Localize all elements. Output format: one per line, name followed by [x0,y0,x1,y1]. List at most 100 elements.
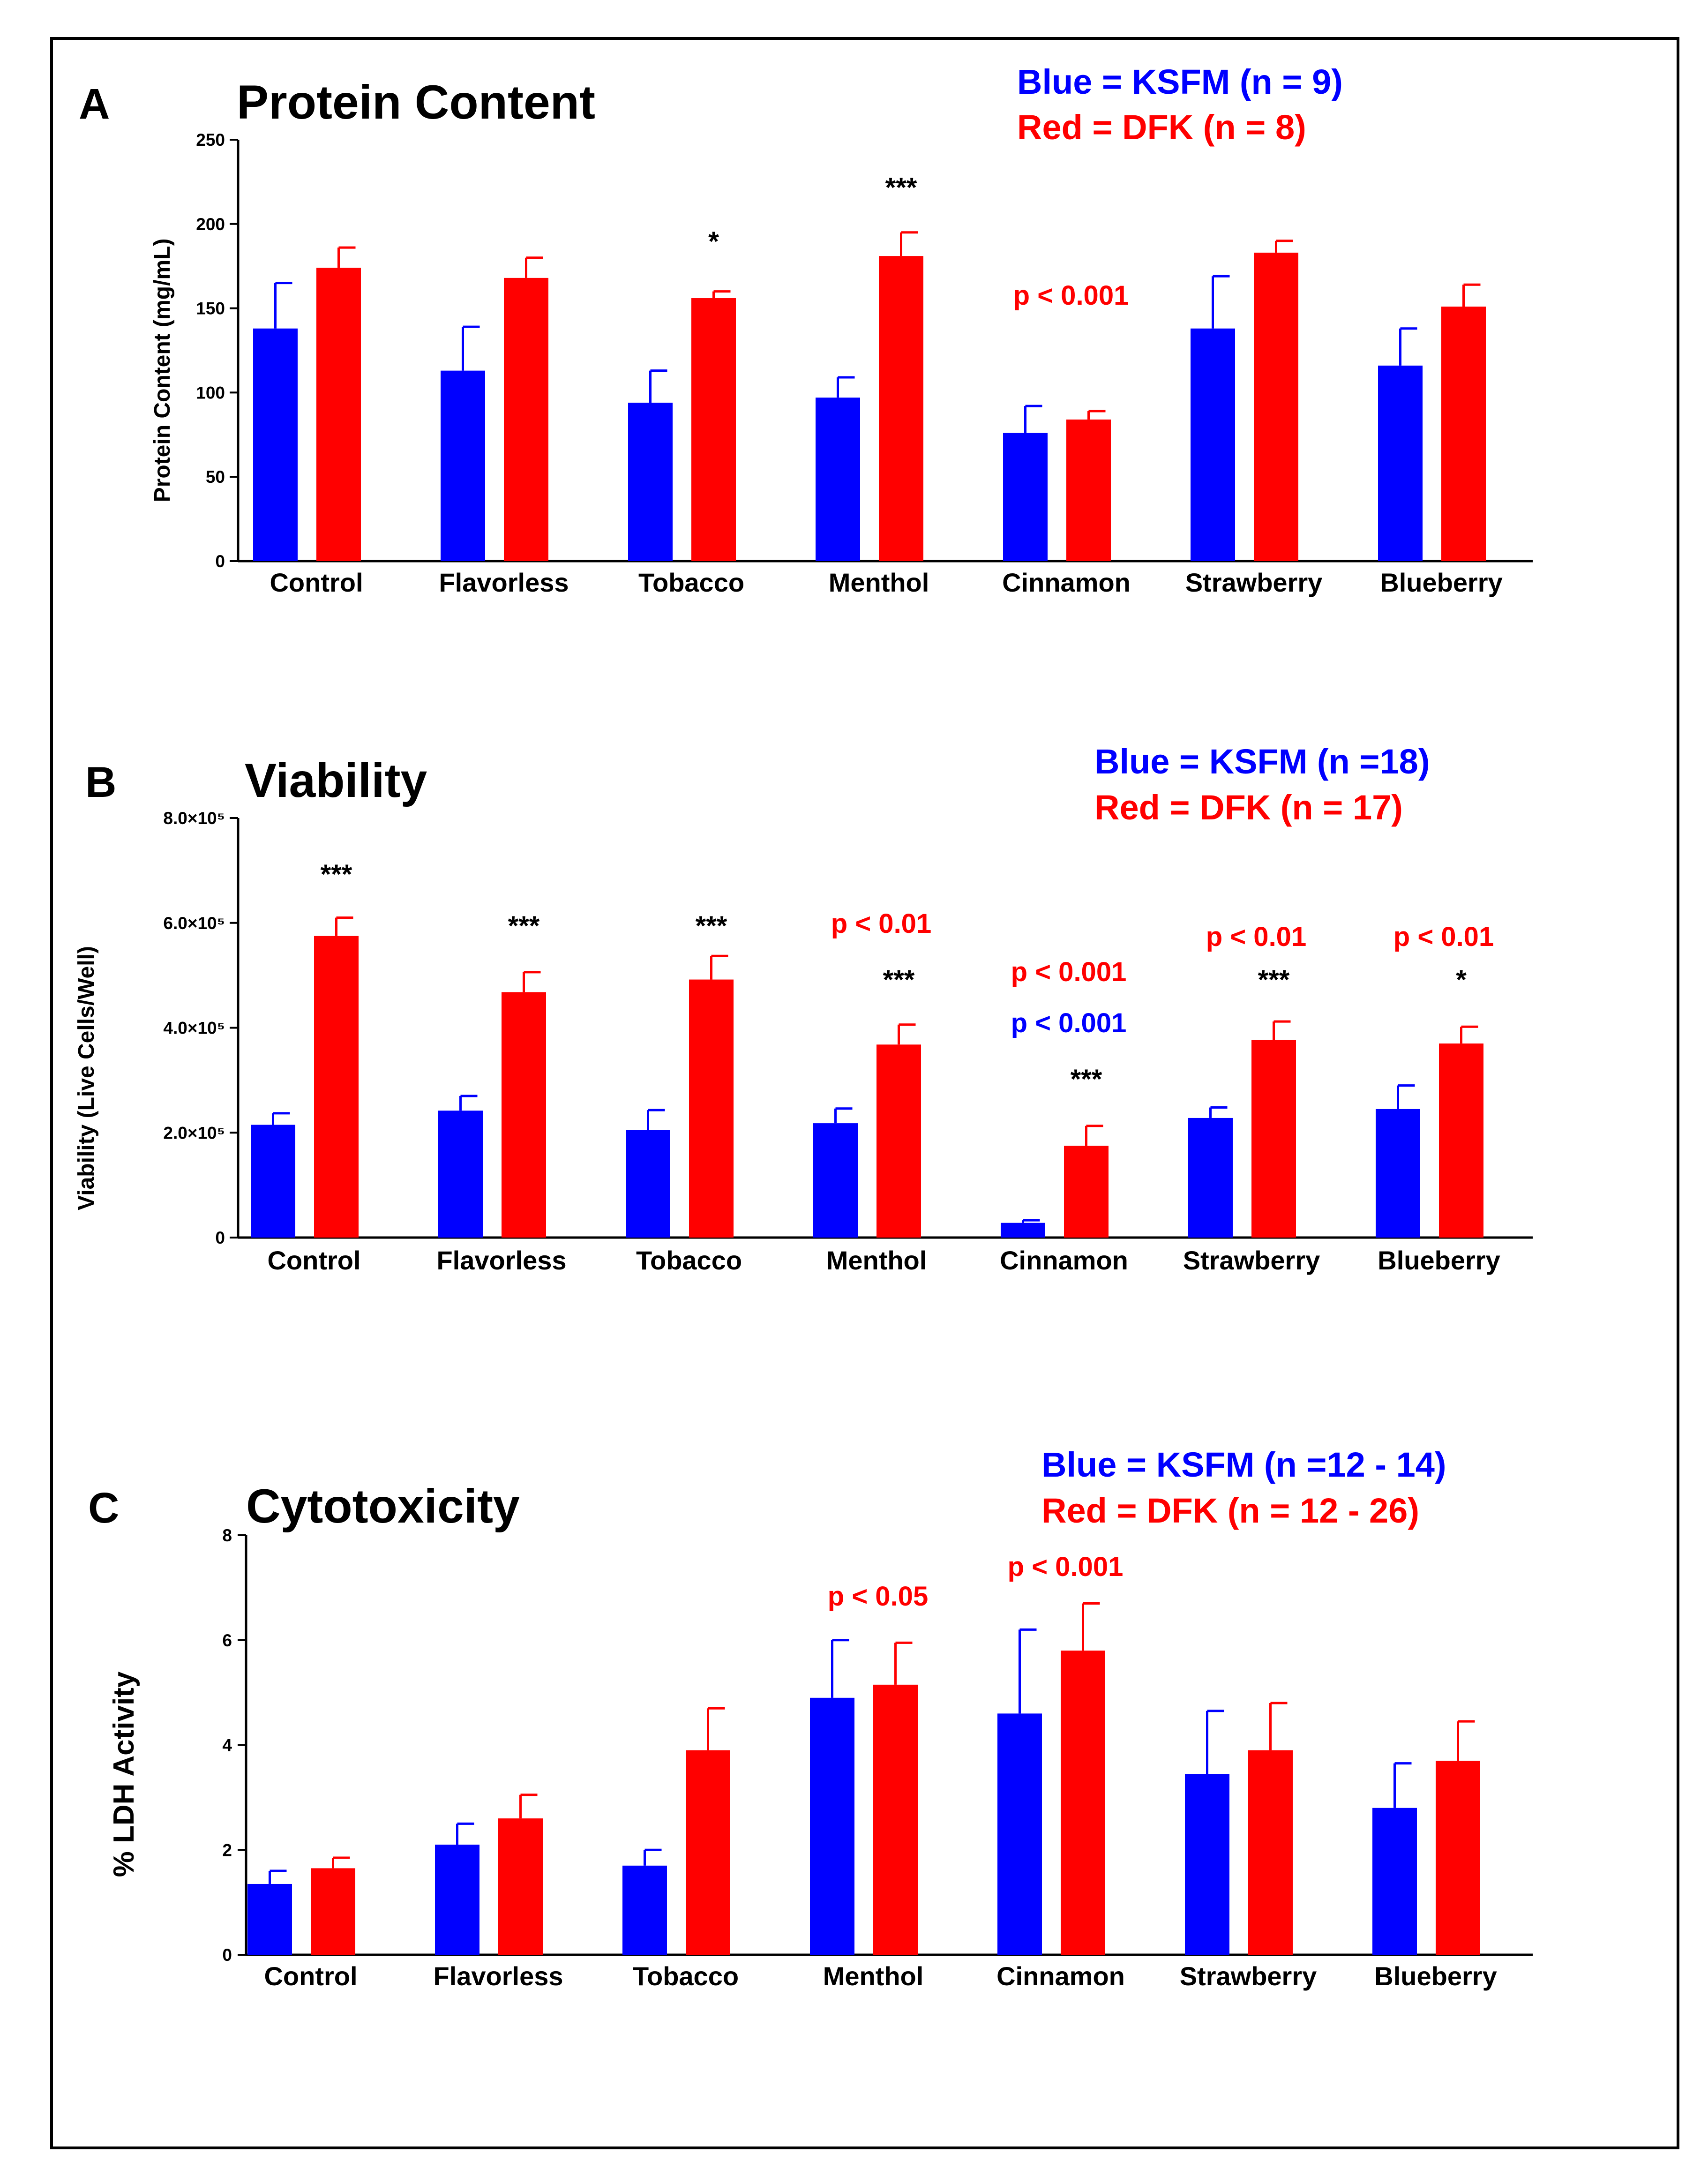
bar-ksfm-strawberry [1185,1774,1229,1955]
bar-dfk-menthol [876,1044,921,1238]
annotation-p-value: p < 0.001 [1008,1552,1124,1582]
annotation-significance-stars: *** [1258,965,1290,995]
bar-ksfm-control [253,328,298,561]
bar-ksfm-control [247,1884,292,1955]
category-label-flavorless: Flavorless [433,1961,563,1991]
y-tick-label: 4.0×10⁵ [163,1019,225,1038]
annotation-p-value: p < 0.001 [1011,1008,1127,1038]
bar-dfk-flavorless [502,992,546,1238]
category-label-blueberry: Blueberry [1378,1246,1500,1275]
category-label-strawberry: Strawberry [1183,1246,1320,1275]
bar-dfk-strawberry [1254,252,1298,561]
annotation-significance-stars: *** [696,911,727,941]
category-label-blueberry: Blueberry [1380,568,1502,597]
category-label-cinnamon: Cinnamon [1002,568,1131,597]
y-tick-label: 6 [222,1631,232,1650]
category-label-menthol: Menthol [823,1961,924,1991]
bar-dfk-control [316,268,361,561]
bar-dfk-tobacco [691,298,736,561]
bar-ksfm-flavorless [438,1111,483,1238]
panel-c-title: Cytotoxicity [246,1479,520,1533]
bar-dfk-strawberry [1248,1750,1293,1955]
bar-ksfm-cinnamon [1003,433,1048,561]
y-tick-label: 100 [196,383,225,402]
bar-ksfm-tobacco [626,1130,670,1238]
bar-ksfm-flavorless [441,370,485,561]
panel-a-axes: 0 50 100 150 200 250 Control Flavorless Tobacco M… [196,130,1533,597]
bar-ksfm-control [251,1125,295,1238]
annotation-p-value: p < 0.01 [1206,922,1306,952]
bar-ksfm-menthol [813,1123,858,1238]
category-label-tobacco: Tobacco [636,1246,742,1275]
figure-frame [50,37,1679,2149]
bar-dfk-menthol [873,1684,918,1955]
bar-ksfm-menthol [816,398,860,561]
bar-dfk-tobacco [686,1750,730,1955]
category-label-strawberry: Strawberry [1180,1961,1317,1991]
y-tick-label: 0 [215,1228,225,1247]
bar-ksfm-cinnamon [997,1713,1042,1955]
panel-a-title: Protein Content [237,75,595,129]
bar-dfk-cinnamon [1066,419,1111,561]
bar-dfk-control [314,936,359,1238]
annotation-p-value: p < 0.05 [828,1581,928,1612]
y-tick-label: 200 [196,215,225,234]
bar-dfk-tobacco [689,979,734,1238]
bar-ksfm-flavorless [435,1845,479,1955]
annotation-significance-stars: *** [883,965,915,995]
y-tick-label: 0 [222,1945,232,1965]
category-label-flavorless: Flavorless [439,568,569,597]
bar-dfk-flavorless [504,278,548,561]
y-tick-label: 6.0×10⁵ [163,914,225,933]
panel-b-legend-ksfm: Blue = KSFM (n =18) [1094,742,1430,781]
category-label-tobacco: Tobacco [638,568,744,597]
category-label-cinnamon: Cinnamon [1000,1246,1128,1275]
bar-ksfm-menthol [810,1697,854,1955]
bar-ksfm-blueberry [1378,365,1423,561]
panel-a-chart: A Protein Content Blue = KSFM (n = 9) Re… [79,62,1533,597]
bar-ksfm-tobacco [622,1865,667,1955]
category-label-menthol: Menthol [829,568,929,597]
category-label-tobacco: Tobacco [633,1961,739,1991]
annotation-p-value: p < 0.001 [1013,280,1129,311]
y-tick-label: 250 [196,130,225,150]
panel-b-title: Viability [245,754,427,807]
panel-c-chart: C Cytotoxicity Blue = KSFM (n =12 - 14) … [88,1445,1533,1991]
bar-ksfm-strawberry [1191,328,1235,561]
panel-a-legend-dfk: Red = DFK (n = 8) [1017,108,1306,147]
bar-ksfm-blueberry [1376,1109,1420,1238]
annotation-significance-stars: *** [885,173,917,203]
y-tick-label: 4 [222,1736,232,1755]
bar-ksfm-cinnamon [1001,1223,1045,1238]
panel-b-axes: 0 2.0×10⁵ 4.0×10⁵ 6.0×10⁵ 8.0×10⁵ Control Flav… [163,809,1533,1275]
bar-dfk-blueberry [1436,1761,1480,1955]
annotation-significance-stars: *** [1071,1064,1102,1095]
panel-b-ylabel: Viability (Live Cells/Well) [74,946,99,1210]
y-tick-label: 2.0×10⁵ [163,1123,225,1142]
bar-dfk-strawberry [1251,1040,1296,1238]
panel-c-legend-ksfm: Blue = KSFM (n =12 - 14) [1041,1445,1446,1484]
panel-a-legend-ksfm: Blue = KSFM (n = 9) [1017,62,1343,101]
bar-ksfm-tobacco [628,402,673,561]
panel-c-ylabel: % LDH Activity [108,1671,140,1877]
panel-c-letter: C [88,1484,119,1532]
bar-dfk-menthol [879,256,923,561]
category-label-control: Control [264,1961,357,1991]
annotation-significance-stars: *** [508,911,540,941]
bar-dfk-blueberry [1439,1043,1483,1238]
annotation-significance-stars: * [708,226,719,257]
bar-dfk-blueberry [1441,307,1486,561]
annotation-significance-stars: *** [321,859,352,890]
bar-dfk-flavorless [498,1818,543,1955]
y-tick-label: 8 [222,1526,232,1545]
annotation-p-value: p < 0.01 [1393,922,1494,952]
category-label-strawberry: Strawberry [1185,568,1323,597]
panel-b-letter: B [85,758,116,806]
category-label-control: Control [270,568,363,597]
panel-c-axes: 0 2 4 6 8 Control Flavorless Tobacco Menthol Cinn… [222,1526,1533,1991]
annotation-significance-stars: * [1456,965,1467,995]
bar-dfk-cinnamon [1064,1146,1109,1238]
y-tick-label: 2 [222,1840,232,1860]
panel-b-legend-dfk: Red = DFK (n = 17) [1094,788,1403,827]
